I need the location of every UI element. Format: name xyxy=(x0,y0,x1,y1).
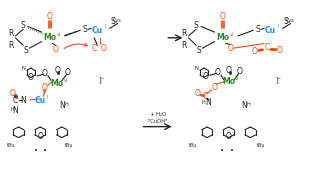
Text: O: O xyxy=(227,44,233,53)
Text: Mo: Mo xyxy=(216,33,229,42)
Text: R: R xyxy=(8,29,14,38)
Text: C: C xyxy=(203,92,208,101)
Text: tBu: tBu xyxy=(257,143,265,148)
Text: ]⁻: ]⁻ xyxy=(275,76,281,83)
Text: O: O xyxy=(9,89,15,98)
Text: R: R xyxy=(181,41,187,50)
Text: S: S xyxy=(21,21,26,30)
Text: vi: vi xyxy=(57,32,61,36)
Text: C: C xyxy=(92,44,97,53)
Text: O: O xyxy=(212,83,218,92)
Text: I: I xyxy=(46,95,48,100)
Text: Mo: Mo xyxy=(43,33,56,42)
Text: O: O xyxy=(54,66,60,75)
Text: N: N xyxy=(241,101,247,110)
Text: S: S xyxy=(283,17,288,26)
Text: S: S xyxy=(256,25,260,34)
Text: O: O xyxy=(236,67,243,76)
Text: O: O xyxy=(202,72,209,81)
Text: vi: vi xyxy=(230,32,234,36)
Text: O: O xyxy=(219,12,226,21)
Text: S: S xyxy=(24,46,29,55)
Text: S: S xyxy=(197,46,202,55)
Text: tBu: tBu xyxy=(6,143,15,148)
Text: ]⁻: ]⁻ xyxy=(99,76,105,83)
Text: R: R xyxy=(181,29,187,38)
Text: N: N xyxy=(13,106,18,115)
Text: N: N xyxy=(59,101,65,110)
Text: C: C xyxy=(265,43,270,52)
Text: I: I xyxy=(277,24,279,29)
Text: C: C xyxy=(13,96,18,105)
Text: O: O xyxy=(28,73,34,82)
Text: •: • xyxy=(34,148,37,154)
Text: •: • xyxy=(230,148,234,154)
Text: vi: vi xyxy=(235,76,239,81)
Text: O: O xyxy=(65,68,71,77)
Text: + H₂O: + H₂O xyxy=(150,112,166,117)
Text: vi: vi xyxy=(64,78,68,83)
Text: Cys: Cys xyxy=(113,18,122,23)
Text: S: S xyxy=(194,21,199,30)
Text: H: H xyxy=(11,107,14,112)
Text: •: • xyxy=(43,148,47,154)
FancyArrowPatch shape xyxy=(64,43,87,49)
Text: O: O xyxy=(100,44,107,53)
Text: tBu: tBu xyxy=(65,143,74,148)
Text: O: O xyxy=(37,132,43,141)
Text: O: O xyxy=(226,66,232,75)
Text: H: H xyxy=(201,100,205,105)
Text: O: O xyxy=(53,45,59,54)
Text: O: O xyxy=(277,46,283,55)
Text: O: O xyxy=(215,68,221,77)
Text: O: O xyxy=(42,83,48,92)
Text: tBu: tBu xyxy=(189,143,197,148)
Text: H: H xyxy=(247,102,251,107)
Text: Cys: Cys xyxy=(286,18,295,23)
Text: Mo: Mo xyxy=(51,79,64,88)
Text: O: O xyxy=(46,12,53,21)
Text: •: • xyxy=(221,148,224,154)
Text: O: O xyxy=(195,89,201,98)
Text: N: N xyxy=(206,98,211,107)
Text: O: O xyxy=(252,46,258,56)
Text: O: O xyxy=(42,69,48,78)
Text: H: H xyxy=(65,102,68,107)
Text: N: N xyxy=(20,96,26,105)
Text: Cu: Cu xyxy=(35,96,46,105)
Text: I: I xyxy=(104,24,106,29)
Text: Mo: Mo xyxy=(222,77,235,86)
Text: N: N xyxy=(21,66,25,71)
Text: Cu: Cu xyxy=(265,26,276,35)
FancyArrowPatch shape xyxy=(43,90,46,93)
Text: S: S xyxy=(83,25,87,34)
Text: S: S xyxy=(110,17,115,26)
Text: -"CuOH": -"CuOH" xyxy=(147,119,168,124)
Text: N: N xyxy=(195,66,199,71)
Text: Cu: Cu xyxy=(92,26,103,35)
Text: O: O xyxy=(226,132,232,141)
Text: H: H xyxy=(14,94,17,99)
Text: R: R xyxy=(8,41,14,50)
